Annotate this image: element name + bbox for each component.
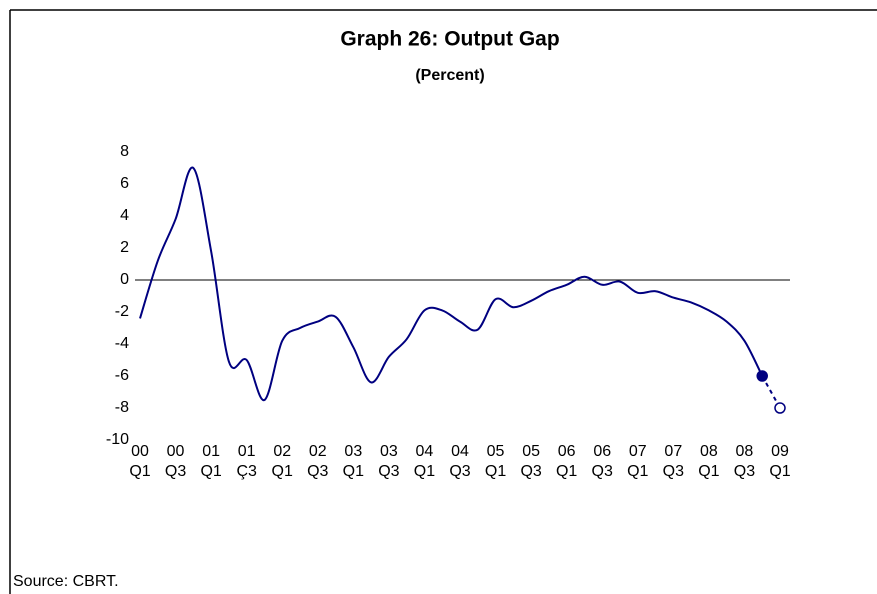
chart-subtitle: (Percent) (415, 67, 484, 84)
x-tick-label: Q3 (592, 463, 613, 480)
y-tick-label: 8 (120, 143, 129, 160)
point-marker (774, 402, 786, 414)
chart-title: Graph 26: Output Gap (340, 28, 559, 51)
x-tick-label: Q1 (698, 463, 719, 480)
x-tick-label: Q1 (343, 463, 364, 480)
x-tick-label: 07 (629, 443, 647, 460)
x-tick-label: 02 (273, 443, 291, 460)
x-tick-label: 03 (380, 443, 398, 460)
y-tick-label: 4 (120, 207, 129, 224)
x-tick-label: 04 (416, 443, 434, 460)
y-tick-label: -4 (115, 335, 129, 352)
x-tick-label: 07 (664, 443, 682, 460)
y-tick-label: -6 (115, 367, 129, 384)
x-tick-label: Q3 (307, 463, 328, 480)
x-tick-label: 00 (131, 443, 149, 460)
x-tick-label: Q3 (378, 463, 399, 480)
x-tick-label: 01 (238, 443, 256, 460)
x-tick-label: Q1 (129, 463, 150, 480)
x-tick-label: 01 (202, 443, 220, 460)
x-tick-label: 08 (700, 443, 718, 460)
x-tick-label: Q3 (520, 463, 541, 480)
y-tick-label: -10 (106, 431, 129, 448)
x-tick-label: Q1 (485, 463, 506, 480)
x-tick-label: Q3 (165, 463, 186, 480)
x-tick-label: Ç3 (236, 463, 257, 480)
x-tick-label: 06 (558, 443, 576, 460)
line-series (139, 166, 764, 402)
x-tick-label: 00 (167, 443, 185, 460)
x-tick-label: Q1 (769, 463, 790, 480)
x-tick-label: Q1 (200, 463, 221, 480)
x-tick-label: 03 (344, 443, 362, 460)
x-tick-label: 06 (593, 443, 611, 460)
y-tick-label: -8 (115, 399, 129, 416)
x-tick-label: 05 (522, 443, 540, 460)
source: Source: CBRT. (13, 573, 119, 590)
x-tick-label: Q1 (627, 463, 648, 480)
x-tick-label: 09 (771, 443, 789, 460)
x-tick-label: Q3 (663, 463, 684, 480)
y-tick-label: 2 (120, 239, 129, 256)
x-tick-label: Q1 (414, 463, 435, 480)
x-tick-label: 04 (451, 443, 469, 460)
x-tick-label: 05 (487, 443, 505, 460)
y-tick-label: 6 (120, 175, 129, 192)
y-tick-label: 0 (120, 271, 129, 288)
x-tick-label: 08 (736, 443, 754, 460)
x-tick-label: 02 (309, 443, 327, 460)
x-tick-label: Q1 (272, 463, 293, 480)
x-tick-label: Q1 (556, 463, 577, 480)
x-tick-label: Q3 (734, 463, 755, 480)
point-marker (756, 370, 768, 382)
y-tick-label: -2 (115, 303, 129, 320)
x-tick-label: Q3 (449, 463, 470, 480)
